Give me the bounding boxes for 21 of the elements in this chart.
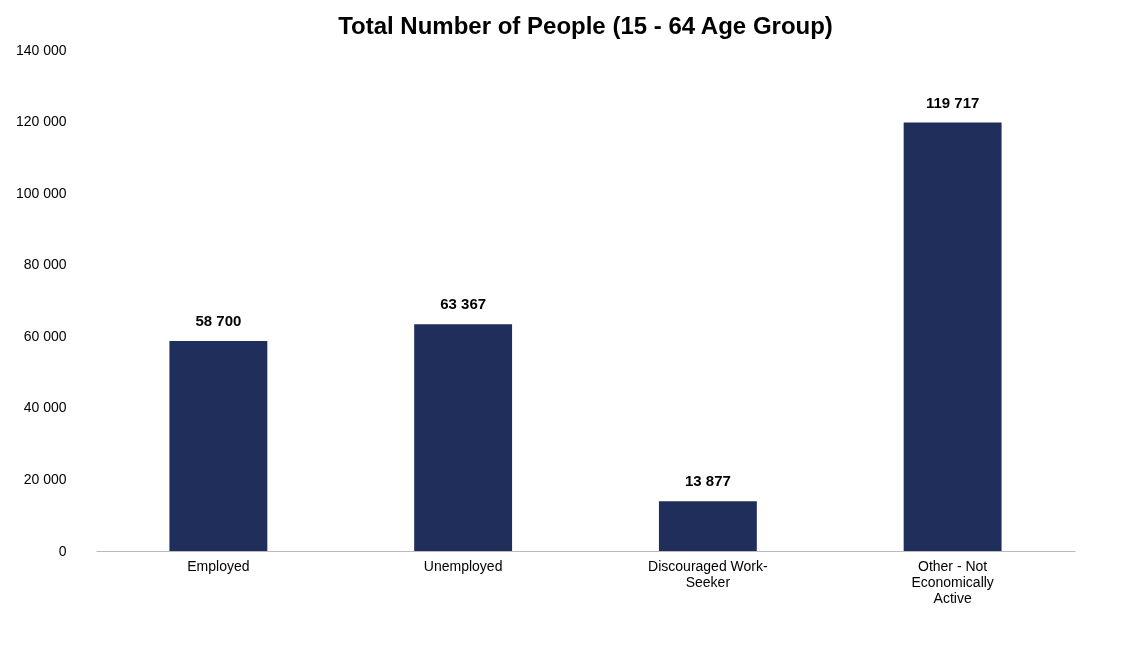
chart-title: Total Number of People (15 - 64 Age Group) <box>338 12 833 39</box>
data-label: 63 367 <box>440 295 487 313</box>
y-tick-label: 140 000 <box>15 41 67 58</box>
bar <box>658 501 757 551</box>
data-label: 58 700 <box>195 311 242 329</box>
y-tick-label: 40 000 <box>23 399 67 416</box>
bar <box>903 122 1002 551</box>
data-label: 13 877 <box>684 472 731 490</box>
bar <box>414 324 513 551</box>
y-tick-label: 0 <box>58 542 67 559</box>
x-tick-label: Unemployed <box>423 557 503 574</box>
y-tick-label: 100 000 <box>15 184 67 201</box>
bar <box>169 340 268 551</box>
y-tick-label: 60 000 <box>23 327 67 344</box>
x-tick-label: Other - Not Economically Active <box>911 557 994 606</box>
y-tick-label: 80 000 <box>23 256 67 273</box>
x-tick-label: Employed <box>187 557 250 574</box>
x-tick-label: Discouraged Work-Seeker <box>648 557 768 590</box>
y-tick-label: 20 000 <box>23 470 67 487</box>
data-label: 119 717 <box>925 93 980 111</box>
y-tick-label: 120 000 <box>15 113 67 130</box>
